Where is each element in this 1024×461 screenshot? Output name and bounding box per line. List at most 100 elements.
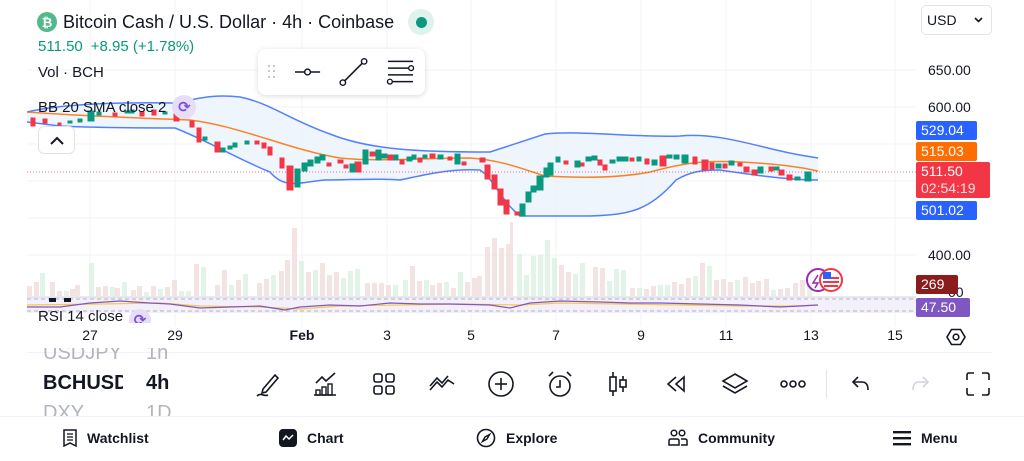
picker-symbol: USDJPY [43,348,122,364]
bitcoin-cash-icon: ₿ [37,12,57,32]
rsi-label-text: RSI 14 close [38,309,124,323]
picker-interval: 1D [146,402,172,416]
redo-icon [912,376,930,391]
nav-label: Watchlist [87,430,149,446]
time-tick: 15 [887,327,903,343]
nav-watchlist[interactable]: Watchlist [63,428,149,448]
divider [0,416,1024,417]
chart-icon [279,429,297,447]
refresh-icon[interactable]: ⟳ [172,95,197,119]
layouts-button[interactable] [370,370,398,398]
time-axis[interactable]: 27 29 Feb 3 5 7 9 11 13 15 [27,327,916,349]
nav-chart[interactable]: Chart [279,428,344,448]
symbol-interval-picker[interactable]: USDJPY 1h BCHUSD 4h DXY 1D [43,348,183,416]
time-tick: 13 [803,327,819,343]
time-tick: 7 [552,327,560,343]
bollinger-bands-legend[interactable]: BB 20 SMA close 2 ⟳ [38,95,197,119]
pencil-icon [256,373,280,397]
undo-icon [851,376,869,391]
picker-row-current[interactable]: BCHUSD 4h [43,372,169,395]
compass-icon [476,428,496,448]
alarm-clock-icon [548,371,572,397]
indicators-chart-icon [314,372,336,396]
rsi-legend[interactable]: RSI 14 close ⟳ [38,309,152,323]
candlestick-icon [609,372,627,396]
redo-button[interactable] [906,370,934,398]
chart-settings-icon[interactable] [946,327,966,347]
fullscreen-icon [966,372,990,396]
picker-interval: 1h [146,348,169,364]
price-tick: 600.00 [928,99,971,115]
collapse-legend-button[interactable] [38,126,75,154]
bb-upper-price-tag: 529.04 [916,121,977,140]
last-price-value: 511.50 [921,163,963,179]
community-icon [668,429,688,446]
currency-select[interactable]: USD [921,5,992,35]
refresh-icon[interactable]: ⟳ [129,309,152,323]
layers-icon [721,373,749,394]
drag-handle-icon[interactable] [268,65,276,79]
symbol-title[interactable]: Bitcoin Cash / U.S. Dollar · 4h · Coinba… [63,11,395,32]
undo-button[interactable] [847,370,875,398]
market-status-indicator[interactable] [408,9,435,35]
bb-label-text: BB 20 SMA close 2 [38,98,167,116]
plus-circle-icon [488,371,514,397]
zigzag-drawings-icon [429,375,455,391]
price-change: +8.95 (+1.78%) [90,38,195,55]
watchlist-icon [63,429,77,447]
nav-label: Menu [921,430,958,446]
price-tick: 650.00 [928,62,971,78]
rsi-price-tag: 47.50 [916,298,970,317]
chart-type-button[interactable] [604,370,632,398]
picker-symbol: BCHUSD [43,372,123,394]
nav-label: Explore [506,430,558,446]
picker-interval: 4h [146,372,170,394]
price-chart[interactable] [27,0,916,330]
rewind-icon [666,375,685,393]
time-tick: 5 [467,327,475,343]
price-tick: 400.00 [928,247,971,263]
more-button[interactable] [779,370,807,398]
time-tick: 27 [82,327,98,343]
alert-button[interactable] [546,370,574,398]
bb-basis-price-tag: 515.03 [916,142,977,161]
volume-legend[interactable]: Vol · BCH [38,64,104,81]
market-open-dot-icon [415,16,427,28]
price-scale[interactable]: 650.00 600.00 400.00 00 529.04 515.03 51… [916,0,990,330]
time-tick: Feb [289,327,315,343]
layers-button[interactable] [721,370,749,398]
event-icons [806,268,843,292]
more-dots-icon [780,380,806,388]
nav-menu[interactable]: Menu [893,428,958,448]
time-tick: 9 [637,327,645,343]
nav-label: Community [698,430,775,446]
symbol-header[interactable]: ₿ Bitcoin Cash / U.S. Dollar · 4h · Coin… [37,9,435,35]
nav-label: Chart [307,430,344,446]
chevron-up-icon [49,136,64,145]
picker-row-prev[interactable]: USDJPY 1h [43,348,168,365]
drawings-button[interactable] [428,370,456,398]
indicators-button[interactable] [312,370,340,398]
add-button[interactable] [487,370,515,398]
parallel-channel-tool-icon[interactable] [386,58,415,86]
nav-community[interactable]: Community [668,428,775,448]
picker-row-next[interactable]: DXY 1D [43,402,172,416]
picker-symbol: DXY [43,402,85,416]
last-price-tag: 511.50 02:54:19 [916,162,990,198]
drawing-toolbar [258,49,425,95]
horizontal-line-tool-icon[interactable] [294,66,321,78]
replay-button[interactable] [662,370,690,398]
draw-tool-button[interactable] [254,370,282,398]
grid-layout-icon [373,373,395,395]
bar-countdown: 02:54:19 [921,180,976,196]
price-change-row: 511.50 +8.95 (+1.78%) [38,38,194,55]
currency-value: USD [927,12,957,28]
time-tick: 29 [167,327,183,343]
trend-line-tool-icon[interactable] [339,57,368,87]
volume-price-tag: 269 [916,275,958,294]
fullscreen-button[interactable] [964,370,992,398]
menu-icon [893,431,911,446]
time-tick: 3 [383,327,391,343]
nav-explore[interactable]: Explore [476,428,557,448]
